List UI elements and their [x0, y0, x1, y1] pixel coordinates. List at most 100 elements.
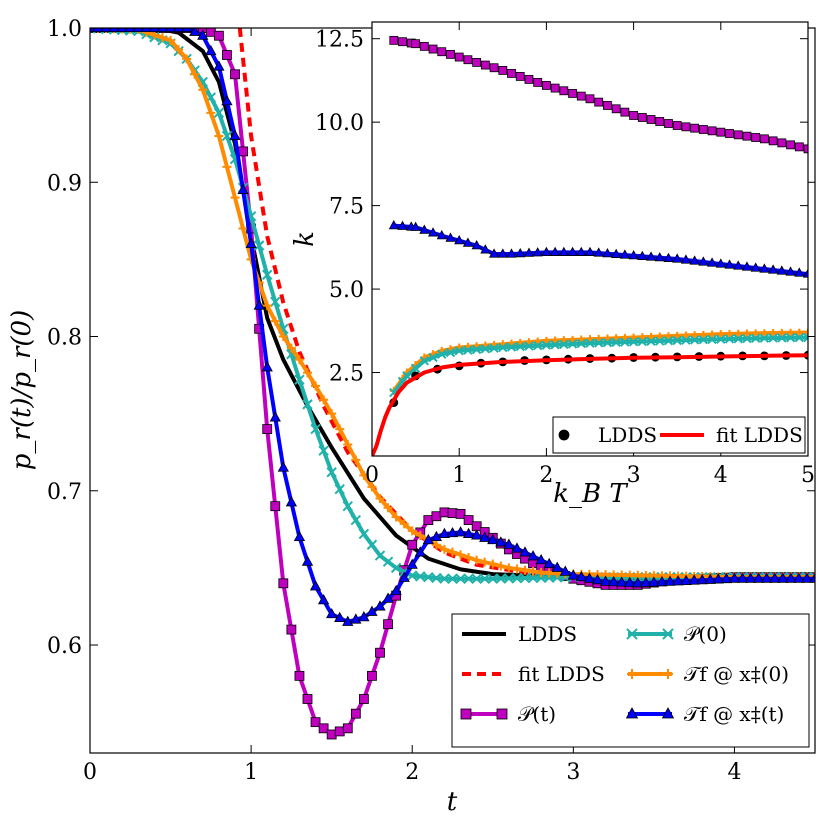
- main-point-p-t: [383, 619, 393, 630]
- inset-point-p-t: [681, 122, 691, 132]
- inset-point-p-t: [585, 94, 595, 104]
- main-point-tf-xdag-t: [503, 538, 515, 549]
- main-point-tf-xdag-t: [326, 607, 338, 619]
- inset-point-tf-xdag-t: [645, 251, 657, 261]
- inset-point-tf-xdag-t: [576, 246, 587, 256]
- inset-point-p-t: [568, 89, 577, 98]
- inset-point-tf-xdag-t: [759, 263, 770, 273]
- inset-point-tf-xdag-t: [602, 248, 613, 258]
- legend-label: 𝒯f @ x‡(0): [684, 662, 789, 686]
- inset-point-tf-xdag-t: [558, 246, 569, 256]
- inset-point-p-0: [585, 338, 595, 348]
- main-point-tf-xdag-0: [496, 561, 506, 571]
- inset-y-tick-label: 7.5: [329, 195, 364, 220]
- main-point-tf-xdag-0: [448, 547, 457, 557]
- main-point-p-0: [334, 484, 345, 495]
- main-x-tick-label: 1: [244, 760, 258, 785]
- main-point-tf-xdag-t: [213, 60, 225, 71]
- main-point-tf-xdag-t: [124, 28, 136, 33]
- main-point-p-0: [294, 374, 305, 385]
- inset-point-p-0: [742, 333, 752, 344]
- main-point-tf-xdag-t: [277, 461, 289, 472]
- inset-point-tf-xdag-0: [769, 329, 778, 338]
- main-point-tf-xdag-t: [616, 576, 628, 587]
- inset-point-tf-xdag-t: [497, 248, 508, 258]
- legend-entry-p-0: 𝒫(0): [626, 622, 727, 646]
- inset-point-p-t: [533, 78, 543, 87]
- inset-point-p-0: [646, 336, 656, 346]
- main-point-p-0: [527, 572, 539, 584]
- inset-point-tf-xdag-t: [541, 246, 552, 256]
- inset-point-tf-xdag-0: [681, 331, 690, 340]
- inset-point-p-0: [454, 346, 464, 356]
- legend-swatch-marker: [627, 669, 637, 679]
- main-point-tf-xdag-t: [261, 361, 273, 372]
- inset-point-p-t: [794, 142, 804, 152]
- main-point-tf-xdag-0: [198, 85, 208, 95]
- inset-point-p-0: [524, 341, 534, 351]
- main-point-p-0: [358, 528, 370, 540]
- main-point-tf-xdag-t: [422, 533, 434, 545]
- inset-point-tf-xdag-t: [436, 230, 447, 240]
- inset-point-p-0: [532, 340, 543, 351]
- inset-point-p-0: [480, 344, 491, 354]
- main-point-tf-xdag-t: [398, 571, 410, 582]
- inset-plot-frame: [371, 21, 809, 457]
- inset-point-p-t: [603, 101, 612, 110]
- inset-point-tf-xdag-0: [734, 329, 743, 338]
- inset-point-p-0: [471, 344, 482, 355]
- inset-point-p-0: [672, 335, 682, 346]
- main-point-tf-xdag-0: [262, 301, 272, 311]
- main-point-tf-xdag-0: [190, 69, 200, 79]
- main-point-tf-xdag-0: [480, 557, 490, 567]
- inset-point-p-0: [463, 345, 473, 355]
- inset-y-tick-label: 12.5: [315, 28, 364, 53]
- main-point-tf-xdag-0: [351, 455, 361, 465]
- inset-y-axis-label: k: [290, 231, 320, 247]
- inset-y-tick-label: 5.0: [329, 278, 364, 303]
- inset-point-tf-xdag-0: [699, 330, 708, 339]
- main-point-tf-xdag-t: [92, 28, 104, 33]
- main-point-tf-xdag-t: [728, 572, 741, 583]
- inset-point-tf-xdag-t: [680, 254, 691, 264]
- main-point-tf-xdag-t: [181, 28, 193, 33]
- inset-point-tf-xdag-t: [480, 244, 491, 254]
- main-point-tf-xdag-0: [512, 564, 522, 574]
- main-point-tf-xdag-t: [551, 561, 563, 572]
- inset-series-layer: [372, 35, 808, 456]
- main-point-tf-xdag-0: [294, 355, 304, 365]
- inset-point-tf-xdag-t: [715, 258, 726, 268]
- inset-point-tf-xdag-t: [489, 248, 500, 258]
- inset-point-tf-xdag-t: [397, 220, 408, 230]
- main-x-tick-label: 4: [727, 760, 741, 785]
- inset-x-tick-label: 5: [801, 463, 815, 488]
- main-point-tf-xdag-0: [214, 131, 224, 141]
- main-point-tf-xdag-0: [375, 493, 385, 503]
- main-y-tick-label: 0.9: [47, 171, 82, 196]
- inset-point-p-t: [411, 39, 421, 49]
- inset-point-tf-xdag-t: [506, 248, 517, 258]
- inset-point-p-0: [620, 337, 630, 347]
- inset-point-p-0: [663, 336, 674, 346]
- main-point-tf-xdag-0: [520, 565, 530, 575]
- inset-point-p-0: [777, 333, 787, 343]
- inset-point-p-0: [498, 342, 508, 353]
- inset-point-tf-xdag-0: [786, 328, 795, 337]
- inset-point-tf-xdag-0: [804, 328, 808, 337]
- main-ticks: 0 1 2 3 4 0.6 0.7 0.8 0.9 1.0: [47, 17, 815, 785]
- inset-point-p-0: [437, 349, 447, 359]
- inset-point-p-t: [768, 136, 778, 146]
- main-point-p-0: [318, 445, 329, 456]
- main-point-tf-xdag-0: [158, 33, 167, 43]
- main-point-tf-xdag-t: [366, 605, 378, 616]
- main-point-tf-xdag-t: [744, 572, 757, 583]
- main-point-p-t: [334, 726, 345, 737]
- inset-point-p-0: [576, 338, 586, 349]
- main-point-p-0: [213, 107, 225, 119]
- inset-point-tf-xdag-t: [515, 247, 526, 258]
- main-point-tf-xdag-t: [575, 570, 588, 582]
- inset-point-p-t: [620, 107, 630, 117]
- main-point-tf-xdag-t: [607, 575, 620, 587]
- main-point-p-0: [390, 562, 402, 574]
- main-point-p-t: [302, 694, 313, 704]
